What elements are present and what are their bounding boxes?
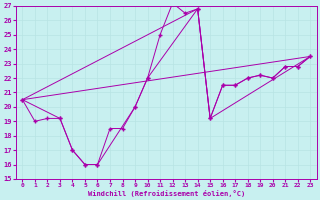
X-axis label: Windchill (Refroidissement éolien,°C): Windchill (Refroidissement éolien,°C) xyxy=(88,190,245,197)
